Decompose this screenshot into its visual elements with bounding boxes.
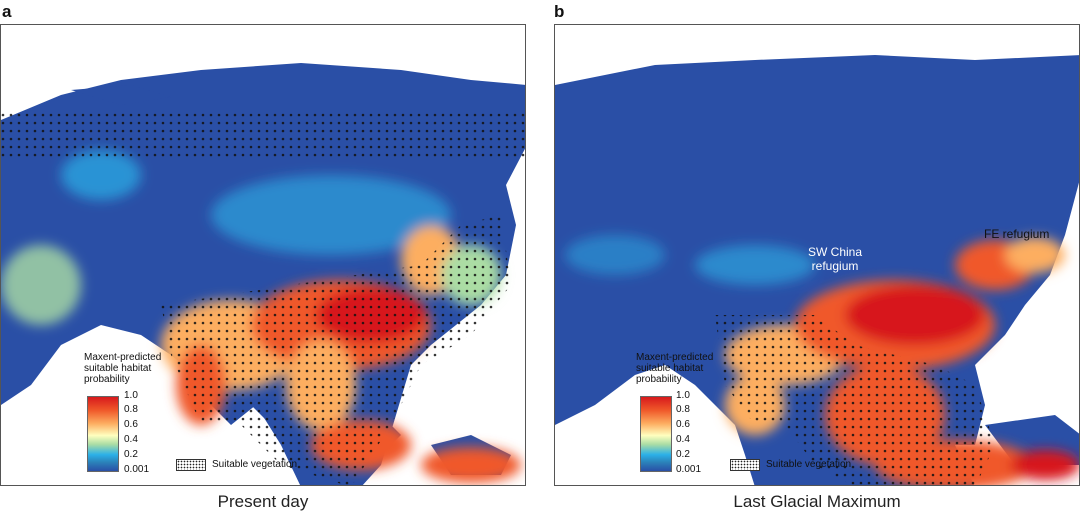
legend-b-tick-0.001: 0.001 bbox=[676, 464, 702, 475]
legend-a-title-line-1: Maxent-predicted bbox=[84, 352, 162, 363]
legend-a-title-line-2: suitable habitat bbox=[84, 363, 152, 374]
legend-a-vegetation-label: Suitable vegetation bbox=[212, 459, 298, 470]
legend-a-tick-0.4: 0.4 bbox=[124, 434, 138, 445]
annotation-sw-china-line-2: refugium bbox=[811, 259, 859, 273]
legend-a-tick-1.0: 1.0 bbox=[124, 390, 138, 401]
arctic-white-lgm bbox=[555, 25, 1079, 80]
present-day-map-svg bbox=[1, 25, 525, 485]
legend-b-vegetation-swatch bbox=[730, 459, 760, 471]
legend-a-tick-0.001: 0.001 bbox=[124, 464, 150, 475]
legend-b-colorbar bbox=[640, 396, 672, 472]
legend-a-tick-0.2: 0.2 bbox=[124, 449, 138, 460]
legend-a-tick-0.6: 0.6 bbox=[124, 419, 138, 430]
caption-present-day: Present day bbox=[217, 492, 309, 511]
annotation-fe-refugium: FE refugium bbox=[984, 227, 1050, 241]
caption-last-glacial-maximum: Last Glacial Maximum bbox=[733, 492, 901, 511]
present-day-map bbox=[0, 24, 526, 486]
legend-b-tick-0.4: 0.4 bbox=[676, 434, 690, 445]
vegetation-stipple-lgm bbox=[715, 315, 995, 485]
annotation-sw-china-line-1: SW China bbox=[808, 245, 863, 259]
legend-b-tick-0.6: 0.6 bbox=[676, 419, 690, 430]
legend-b-tick-0.2: 0.2 bbox=[676, 449, 690, 460]
legend-b-title-line-3: probability bbox=[636, 374, 682, 385]
legend-a-title-line-3: probability bbox=[84, 374, 130, 385]
legend-b-vegetation-label: Suitable vegetation bbox=[766, 459, 852, 470]
legend-a-vegetation-swatch bbox=[176, 459, 206, 471]
legend-b-tick-0.8: 0.8 bbox=[676, 404, 690, 415]
legend-b-title: Maxent-predicted suitable habitat probab… bbox=[636, 352, 713, 385]
vegetation-stipple bbox=[1, 110, 525, 485]
panel-a-letter: a bbox=[2, 2, 12, 21]
last-glacial-maximum-map bbox=[554, 24, 1080, 486]
annotation-sw-china-refugium: SW China refugium bbox=[808, 245, 862, 273]
legend-a-tick-0.8: 0.8 bbox=[124, 404, 138, 415]
panel-b-letter: b bbox=[554, 2, 565, 21]
arctic-island bbox=[71, 85, 171, 105]
lgm-map-svg bbox=[555, 25, 1079, 485]
legend-a-colorbar bbox=[87, 396, 119, 472]
legend-b-tick-1.0: 1.0 bbox=[676, 390, 690, 401]
legend-b-title-line-1: Maxent-predicted bbox=[636, 352, 714, 363]
legend-b-title-line-2: suitable habitat bbox=[636, 363, 704, 374]
legend-a-title: Maxent-predicted suitable habitat probab… bbox=[84, 352, 161, 385]
arctic-white bbox=[1, 25, 525, 105]
